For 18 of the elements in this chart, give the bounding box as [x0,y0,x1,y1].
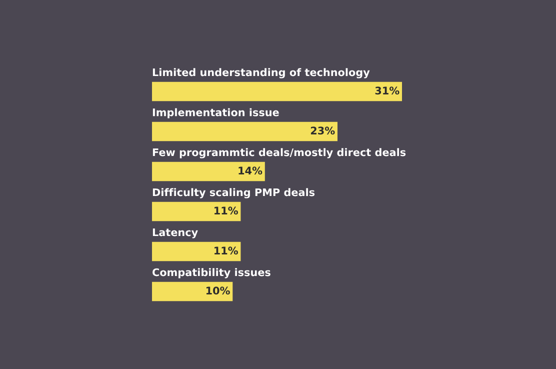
bar [152,242,241,262]
bar [152,122,338,142]
y-tick-label: Limited understanding of technology [152,68,370,78]
bar [152,202,241,222]
y-tick-label: Compatibility issues [152,268,270,278]
bar [152,282,233,302]
data-label: 10% [206,286,230,295]
y-tick-label: Latency [152,228,198,238]
y-tick-label: Implementation issue [152,108,279,118]
data-label: 23% [310,126,335,135]
bar [152,82,402,102]
y-tick-label: Difficulty scaling PMP deals [152,188,315,198]
data-label: 31% [375,86,400,95]
bar [152,162,265,182]
data-label: 11% [214,206,238,215]
y-tick-label: Few programmtic deals/mostly direct deals [152,148,406,158]
data-label: 14% [238,166,262,175]
data-label: 11% [214,246,238,255]
